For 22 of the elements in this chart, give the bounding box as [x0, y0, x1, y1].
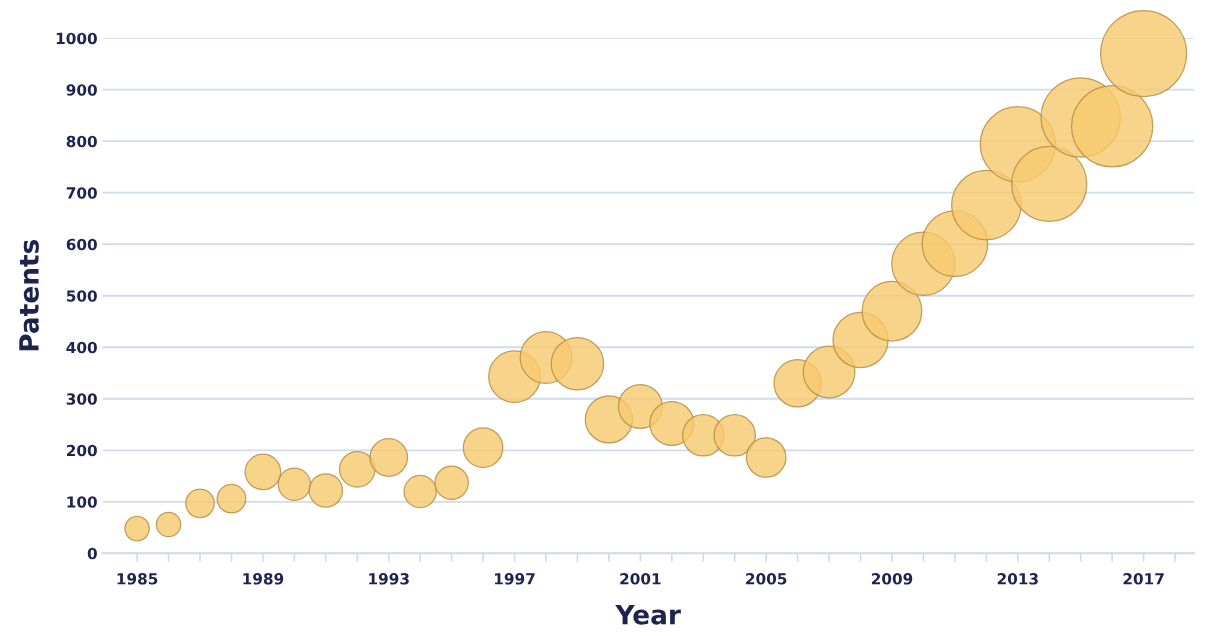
y-tick-label: 800: [66, 135, 97, 148]
x-tick-label: 1985: [117, 573, 158, 585]
y-tick-label: 700: [66, 187, 97, 199]
y-tick-label: 100: [67, 496, 97, 508]
x-tick-label: 2005: [746, 573, 787, 585]
x-tick-label: 2013: [997, 573, 1038, 585]
y-tick-label: 900: [66, 84, 97, 96]
x-tick-label: 1993: [369, 573, 409, 585]
y-tick-label: 300: [66, 393, 97, 405]
y-tick-label: 200: [66, 444, 97, 457]
x-axis-title: Year: [615, 605, 681, 625]
x-tick-label: 2009: [871, 573, 913, 585]
x-tick-label: 2001: [620, 573, 661, 585]
y-tick-label: 0: [87, 547, 97, 560]
y-tick-label: 1000: [56, 32, 97, 45]
y-tick-label: 500: [66, 290, 97, 302]
y-axis-title: Patents: [19, 239, 39, 351]
x-tick-label: 2017: [1123, 573, 1164, 585]
y-tick-label: 400: [66, 341, 97, 354]
x-tick-label: 1997: [495, 573, 535, 585]
x-tick-label: 1989: [243, 573, 284, 585]
y-tick-label: 600: [66, 238, 97, 251]
